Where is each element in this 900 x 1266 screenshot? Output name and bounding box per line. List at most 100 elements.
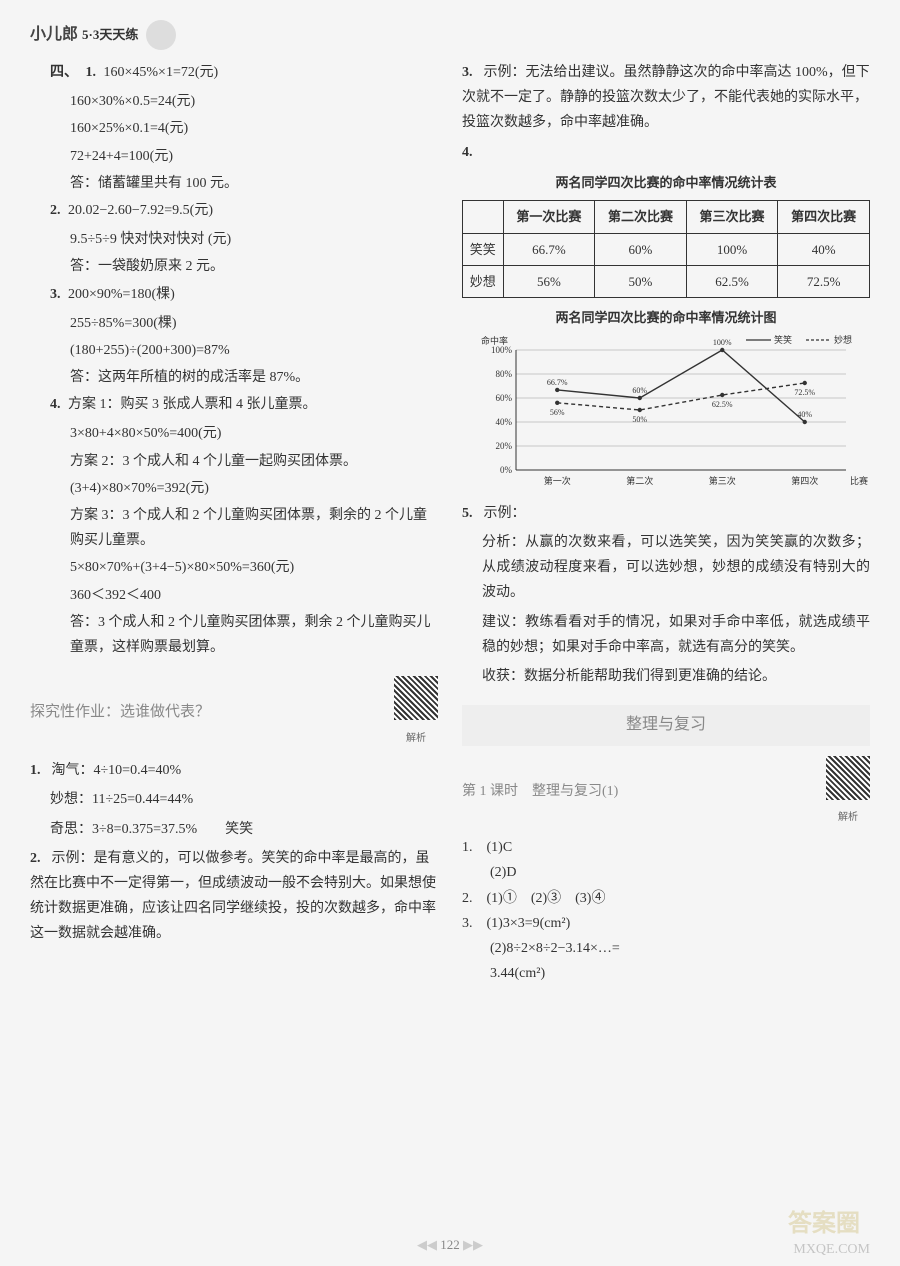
e1-num: 1. [30, 758, 48, 783]
svg-text:妙想: 妙想 [834, 334, 852, 345]
svg-text:60%: 60% [496, 393, 513, 403]
e2-text: 示例：是有意义的，可以做参考。笑笑的命中率是最高的，虽然在比赛中不一定得第一，但… [30, 851, 436, 942]
q4-line5: 方案 3：3 个成人和 2 个儿童购买团体票，剩余的 2 个儿童购买儿童票。 [30, 503, 438, 553]
r0c3: 100% [686, 233, 778, 265]
b3-2: (2)8÷2×8÷2−3.14×…= [462, 936, 870, 961]
q1-line1: 160×45%×1=72(元) [104, 65, 219, 80]
q2-line2: 9.5÷5÷9 快对快对快对 (元) [30, 227, 438, 252]
r4: 4. [462, 140, 870, 165]
svg-text:62.5%: 62.5% [712, 400, 733, 409]
table-header-row: 第一次比赛 第二次比赛 第三次比赛 第四次比赛 [463, 201, 870, 233]
avatar-icon [146, 20, 176, 50]
b3-3: 3.44(cm²) [462, 961, 870, 986]
q1: 四、 1. 160×45%×1=72(元) [30, 60, 438, 85]
svg-text:56%: 56% [550, 408, 565, 417]
q1-line2: 160×30%×0.5=24(元) [30, 89, 438, 114]
page-number: 122 [417, 1233, 483, 1256]
svg-text:命中率: 命中率 [481, 335, 508, 346]
r1c2: 50% [595, 265, 687, 297]
r3-text: 示例：无法给出建议。虽然静静这次的命中率高达 100%，但下次就不一定了。静静的… [462, 65, 870, 130]
th3: 第三次比赛 [686, 201, 778, 233]
q2-num: 2. [50, 203, 61, 218]
q3-ans: 答：这两年所植的树的成活率是 87%。 [30, 365, 438, 390]
e2-num: 2. [30, 846, 48, 871]
svg-text:72.5%: 72.5% [794, 388, 815, 397]
b2: 2. (1)① (2)③ (3)④ [462, 886, 870, 911]
q3-line3: (180+255)÷(200+300)=87% [30, 338, 438, 363]
svg-text:40%: 40% [496, 417, 513, 427]
qr-label-2: 解析 [826, 809, 870, 827]
svg-text:66.7%: 66.7% [547, 378, 568, 387]
page-header: 小儿郎 5·3天天练 [30, 20, 870, 50]
svg-text:100%: 100% [713, 338, 732, 347]
section-4: 四、 1. 160×45%×1=72(元) 160×30%×0.5=24(元) … [30, 60, 438, 660]
r0c4: 40% [778, 233, 870, 265]
r1c4: 72.5% [778, 265, 870, 297]
b1-2: (2)D [462, 860, 870, 885]
q4-line6: 5×80×70%+(3+4−5)×80×50%=360(元) [30, 555, 438, 580]
th2: 第二次比赛 [595, 201, 687, 233]
r3-num: 3. [462, 60, 480, 85]
r5-num: 5. [462, 501, 480, 526]
q1-num: 1. [86, 65, 97, 80]
q4-line2: 3×80+4×80×50%=400(元) [30, 421, 438, 446]
r5-p1: 分析：从赢的次数来看，可以选笑笑，因为笑笑赢的次数多；从成绩波动程度来看，可以选… [462, 530, 870, 606]
r1c1: 56% [503, 265, 595, 297]
r5-p3: 收获：数据分析能帮助我们得到更准确的结论。 [462, 664, 870, 689]
lesson-title: 第 1 课时 整理与复习(1) [462, 779, 618, 804]
right-column: 3. 示例：无法给出建议。虽然静静这次的命中率高达 100%，但下次就不一定了。… [462, 60, 870, 986]
b1: 1. (1)C [462, 835, 870, 860]
q3: 3. 200×90%=180(棵) [30, 282, 438, 307]
explore-title-text: 探究性作业：选谁做代表？ [30, 699, 210, 726]
qr-block: 解析 [394, 676, 438, 748]
q4-line1: 方案 1：购买 3 张成人票和 4 张儿童票。 [68, 397, 317, 412]
qr-label: 解析 [394, 730, 438, 748]
q3-line2: 255÷85%=300(棵) [30, 311, 438, 336]
q3-line1: 200×90%=180(棵) [68, 287, 175, 302]
svg-text:0%: 0% [500, 465, 513, 475]
r5: 5. 示例： [462, 501, 870, 526]
th4: 第四次比赛 [778, 201, 870, 233]
table-title: 两名同学四次比赛的命中率情况统计表 [462, 171, 870, 194]
svg-text:第三次: 第三次 [709, 475, 736, 486]
svg-text:笑笑: 笑笑 [774, 334, 792, 345]
th0 [463, 201, 504, 233]
r3: 3. 示例：无法给出建议。虽然静静这次的命中率高达 100%，但下次就不一定了。… [462, 60, 870, 136]
e1-line3: 奇思：3÷8=0.375=37.5% 笑笑 [30, 817, 438, 842]
r1c0: 妙想 [463, 265, 504, 297]
q2-line1: 20.02−2.60−7.92=9.5(元) [68, 203, 213, 218]
svg-text:50%: 50% [632, 415, 647, 424]
watermark-url: MXQE.COM [793, 1237, 870, 1262]
r4-num: 4. [462, 140, 480, 165]
svg-text:第四次: 第四次 [791, 475, 818, 486]
r5-p2: 建议：教练看看对手的情况，如果对手命中率低，就选成绩平稳的妙想；如果对手命中率高… [462, 610, 870, 660]
q1-line4: 72+24+4=100(元) [30, 144, 438, 169]
q2-ans: 答：一袋酸奶原来 2 元。 [30, 254, 438, 279]
q4-num: 4. [50, 397, 61, 412]
svg-text:60%: 60% [632, 386, 647, 395]
svg-text:第二次: 第二次 [626, 475, 653, 486]
chart-title: 两名同学四次比赛的命中率情况统计图 [462, 306, 870, 329]
q4-ans: 答：3 个成人和 2 个儿童购买团体票，剩余 2 个儿童购买儿童票，这样购票最划… [30, 610, 438, 660]
qr-block-2: 解析 [826, 756, 870, 827]
sec4-label: 四、 [50, 65, 78, 80]
left-column: 四、 1. 160×45%×1=72(元) 160×30%×0.5=24(元) … [30, 60, 438, 986]
th1: 第一次比赛 [503, 201, 595, 233]
q4-line3: 方案 2：3 个成人和 4 个儿童一起购买团体票。 [30, 449, 438, 474]
q1-ans: 答：储蓄罐里共有 100 元。 [30, 171, 438, 196]
brand-name: 小儿郎 [30, 21, 78, 50]
table-row: 笑笑 66.7% 60% 100% 40% [463, 233, 870, 265]
q2: 2. 20.02−2.60−7.92=9.5(元) [30, 198, 438, 223]
r0c1: 66.7% [503, 233, 595, 265]
svg-text:20%: 20% [496, 441, 513, 451]
e1-line1: 淘气：4÷10=0.4=40% [52, 763, 182, 778]
e2: 2. 示例：是有意义的，可以做参考。笑笑的命中率是最高的，虽然在比赛中不一定得第… [30, 846, 438, 947]
svg-text:80%: 80% [496, 369, 513, 379]
r0c2: 60% [595, 233, 687, 265]
r5-line1: 示例： [484, 506, 526, 521]
q4-line7: 360＜392＜400 [30, 583, 438, 608]
line-chart: 0%20%40%60%80%100%命中率第一次第二次第三次第四次比赛笑笑妙想6… [462, 332, 870, 492]
svg-text:40%: 40% [797, 410, 812, 419]
qr-icon [394, 676, 438, 720]
r0c0: 笑笑 [463, 233, 504, 265]
